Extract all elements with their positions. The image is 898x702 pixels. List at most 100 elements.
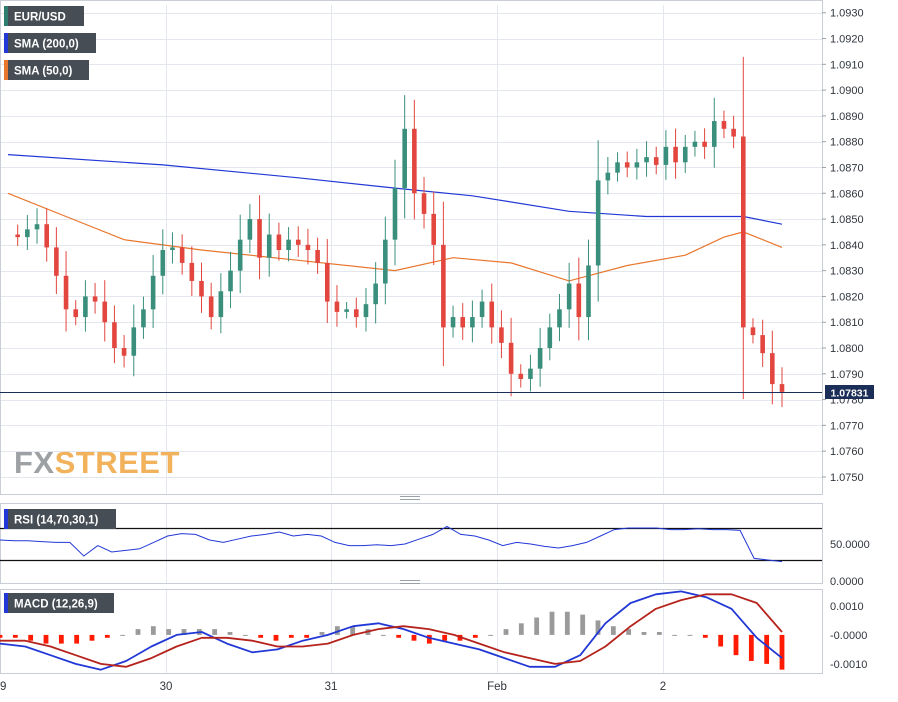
price-axis: 1.0930 1.0920 1.0910 1.0900 1.0890 1.0880 1.08… <box>822 8 864 484</box>
candle <box>682 134 688 173</box>
macd-tick-label: 0.0010 <box>830 601 864 613</box>
candle <box>750 318 756 344</box>
price-tick-label: 1.0800 <box>830 343 864 355</box>
candle <box>721 110 727 139</box>
candle <box>663 130 669 180</box>
candle <box>266 213 272 277</box>
price-tick-label: 1.0840 <box>830 240 864 252</box>
legend-rsi[interactable]: RSI (14,70,30,1) <box>4 509 116 529</box>
price-tick-label: 1.0920 <box>830 34 864 46</box>
candle <box>431 191 436 266</box>
price-tick-label: 1.0890 <box>830 111 864 123</box>
candle <box>15 224 20 247</box>
rsi-tick-label: 0.0000 <box>830 576 864 588</box>
legend-rsi-label: RSI (14,70,30,1) <box>14 515 99 527</box>
candle <box>354 297 359 328</box>
candle <box>160 229 166 295</box>
macd-line <box>0 590 783 671</box>
candle <box>441 201 446 367</box>
macd-histogram-bar <box>181 629 187 635</box>
legend-eurusd[interactable]: EUR/USD <box>4 6 84 26</box>
macd-histogram-bar <box>718 634 724 647</box>
candle <box>566 262 572 328</box>
legend-macd[interactable]: MACD (12,26,9) <box>4 593 114 613</box>
legend-macd-label: MACD (12,26,9) <box>14 599 98 611</box>
candle <box>702 128 707 159</box>
macd-histogram-bar <box>549 611 555 635</box>
price-tick-label: 1.0830 <box>830 266 864 278</box>
series-line <box>7 192 783 282</box>
price-tick-label: 1.0790 <box>830 369 864 381</box>
current-price-tag: 1.07831 <box>825 385 874 400</box>
candle <box>450 305 456 338</box>
macd-histogram-bar <box>12 634 18 638</box>
macd-histogram-bar <box>58 634 64 644</box>
candle <box>499 310 504 359</box>
macd-histogram-bar <box>396 634 402 638</box>
candle <box>218 273 224 334</box>
candle <box>518 364 524 388</box>
macd-tick-label: -0.0010 <box>830 659 867 671</box>
legend-sma-50-swatch <box>4 60 8 80</box>
series-line <box>7 154 783 225</box>
candle <box>344 301 349 319</box>
macd-axis: 0.0010 -0.0000 -0.0010 <box>830 601 867 671</box>
rsi-axis: 50.0000 0.0000 <box>830 539 870 588</box>
macd-histogram-bar <box>580 614 586 635</box>
candle <box>92 283 98 314</box>
macd-histogram-bar <box>120 634 126 636</box>
candle <box>392 159 398 266</box>
candle <box>741 56 746 400</box>
legend-sma-50-label: SMA (50,0) <box>14 66 73 78</box>
macd-histogram-bar <box>288 634 294 638</box>
candle <box>711 97 717 168</box>
candle <box>63 251 69 332</box>
price-tick-label: 1.0760 <box>830 446 864 458</box>
macd-tick-label: -0.0000 <box>830 630 867 642</box>
macd-histogram-bar <box>656 632 662 635</box>
price-tick-label: 1.0770 <box>830 420 864 432</box>
candle <box>54 227 59 295</box>
panel-resize-handles[interactable] <box>400 496 420 584</box>
price-tick-label: 1.0900 <box>830 85 864 97</box>
watermark-fx: FX <box>14 445 55 480</box>
macd-histogram-bar <box>258 634 264 638</box>
signal-line <box>0 593 783 668</box>
legend-rsi-swatch <box>4 509 8 529</box>
candle <box>624 151 630 178</box>
macd-histogram-bar <box>626 629 632 635</box>
candle <box>34 208 40 244</box>
candle <box>141 296 146 339</box>
candle <box>179 234 185 275</box>
candle <box>247 204 253 254</box>
svg-text:1.07831: 1.07831 <box>831 388 869 400</box>
sma-200-series <box>7 154 783 225</box>
macd-histogram-bar <box>135 629 141 635</box>
candle <box>112 305 117 364</box>
macd-histogram-bar <box>411 634 417 641</box>
candle <box>634 148 640 180</box>
macd-histogram-bar <box>28 634 34 641</box>
candle <box>412 99 417 220</box>
fxstreet-watermark: FXSTREET <box>14 445 180 480</box>
macd-histogram-bar <box>319 632 325 635</box>
price-tick-label: 1.0870 <box>830 162 864 174</box>
sma-50-series <box>7 192 783 282</box>
candle <box>199 262 204 313</box>
candle <box>731 115 736 149</box>
legend-sma-200[interactable]: SMA (200,0) <box>4 33 96 53</box>
candlestick-series <box>15 56 785 408</box>
legend-sma-50[interactable]: SMA (50,0) <box>4 60 89 80</box>
macd-histogram-bar <box>0 634 3 638</box>
legend-sma-200-label: SMA (200,0) <box>14 39 79 51</box>
price-tick-label: 1.0930 <box>830 8 864 20</box>
time-tick-label: Feb <box>487 681 507 693</box>
candle <box>489 283 495 344</box>
candle <box>528 354 533 392</box>
price-tick-label: 1.0860 <box>830 188 864 200</box>
time-tick-label: 31 <box>325 681 338 693</box>
candle <box>208 282 214 330</box>
candle <box>121 334 127 368</box>
rsi-line <box>0 525 783 563</box>
